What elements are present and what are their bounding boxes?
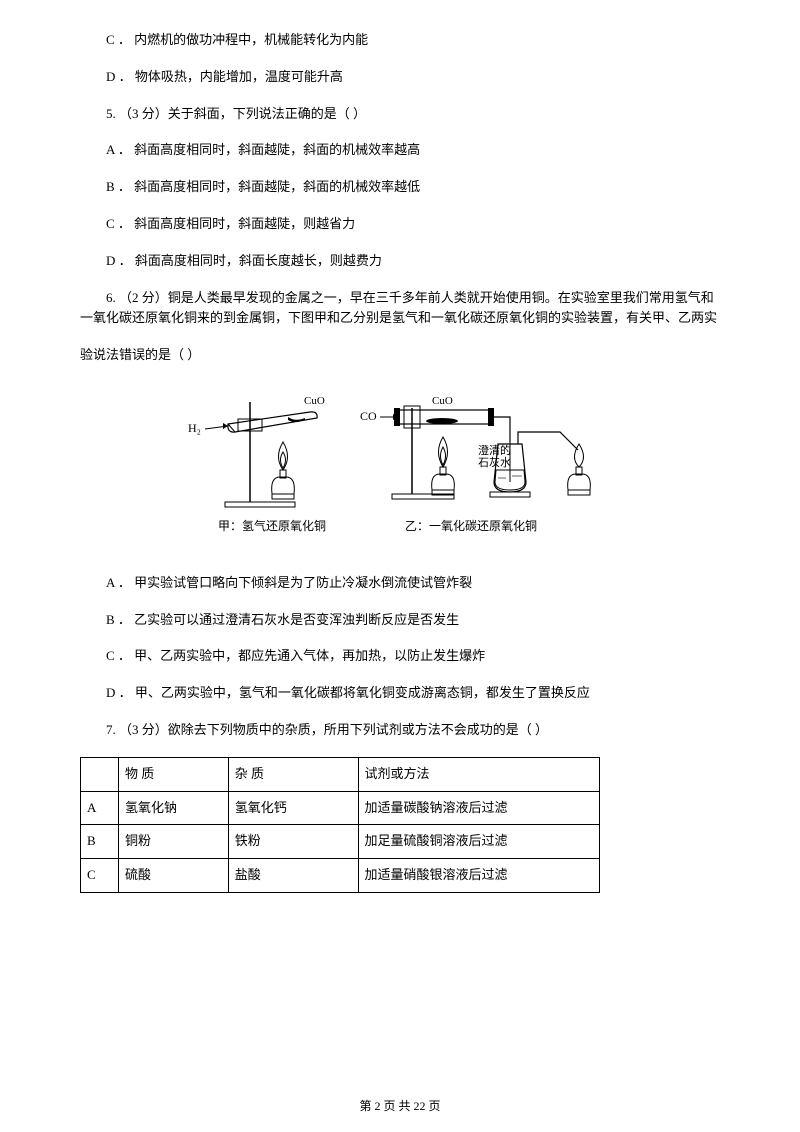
q4-option-d: D ． 物体吸热，内能增加，温度可能升高 xyxy=(80,67,720,88)
right-apparatus: CO CuO 澄清的 石灰水 xyxy=(360,395,590,499)
q7-table: 物 质 杂 质 试剂或方法 A 氢氧化钠 氢氧化钙 加适量碳酸钠溶液后过滤 B … xyxy=(80,757,600,893)
cell-rowlabel: C xyxy=(81,859,119,893)
cell-impurity: 盐酸 xyxy=(228,859,358,893)
label-cuo-1: CuO xyxy=(304,395,325,407)
test-tube-left xyxy=(228,412,317,432)
table-row: B 铜粉 铁粉 加足量硫酸铜溶液后过滤 xyxy=(81,825,600,859)
label-co: CO xyxy=(360,409,377,423)
cell-impurity: 氢氧化钙 xyxy=(228,791,358,825)
label-h2: H₂ xyxy=(188,421,201,435)
caption-right: 乙：一氧化碳还原氧化铜 xyxy=(405,518,537,533)
cell-substance: 氢氧化钠 xyxy=(118,791,228,825)
cell-impurity: 铁粉 xyxy=(228,825,358,859)
q5-option-d: D ． 斜面高度相同时，斜面长度越长，则越费力 xyxy=(80,251,720,272)
q5-option-a: A ． 斜面高度相同时，斜面越陡，斜面的机械效率越高 xyxy=(80,140,720,161)
q5-option-b: B ． 斜面高度相同时，斜面越陡，斜面的机械效率越低 xyxy=(80,177,720,198)
q4-option-c: C ． 内燃机的做功冲程中，机械能转化为内能 xyxy=(80,30,720,51)
th-substance: 物 质 xyxy=(118,757,228,791)
cell-substance: 硫酸 xyxy=(118,859,228,893)
experiment-diagram: H₂ CuO 甲：氢气还原氧化铜 CO CuO xyxy=(80,382,720,559)
th-blank xyxy=(81,757,119,791)
q6-stem-line1: 6. （2 分）铜是人类最早发现的金属之一，早在三千多年前人类就开始使用铜。在实… xyxy=(80,288,720,309)
page-footer: 第 2 页 共 22 页 xyxy=(0,1097,800,1116)
table-row: C 硫酸 盐酸 加适量硝酸银溶液后过滤 xyxy=(81,859,600,893)
label-lime2: 石灰水 xyxy=(478,455,511,469)
q6-option-d: D ． 甲、乙两实验中，氢气和一氧化碳都将氧化铜变成游离态铜，都发生了置换反应 xyxy=(80,683,720,704)
label-lime1: 澄清的 xyxy=(478,443,511,457)
q5-option-c: C ． 斜面高度相同时，斜面越陡，则越省力 xyxy=(80,214,720,235)
q6-option-b: B ． 乙实验可以通过澄清石灰水是否变浑浊判断反应是否发生 xyxy=(80,610,720,631)
cell-method: 加适量硝酸银溶液后过滤 xyxy=(358,859,600,893)
label-cuo-2: CuO xyxy=(432,395,453,407)
q6-option-c: C ． 甲、乙两实验中，都应先通入气体，再加热，以防止发生爆炸 xyxy=(80,646,720,667)
cell-method: 加适量碳酸钠溶液后过滤 xyxy=(358,791,600,825)
q6-stem-line3: 验说法错误的是（ ） xyxy=(80,345,720,366)
cell-method: 加足量硫酸铜溶液后过滤 xyxy=(358,825,600,859)
alcohol-lamp-left xyxy=(272,442,295,499)
diagram-svg: H₂ CuO 甲：氢气还原氧化铜 CO CuO xyxy=(180,382,620,552)
caption-left: 甲：氢气还原氧化铜 xyxy=(218,518,326,533)
th-impurity: 杂 质 xyxy=(228,757,358,791)
table-row: A 氢氧化钠 氢氧化钙 加适量碳酸钠溶液后过滤 xyxy=(81,791,600,825)
cell-substance: 铜粉 xyxy=(118,825,228,859)
cell-rowlabel: A xyxy=(81,791,119,825)
q7-stem: 7. （3 分）欲除去下列物质中的杂质，所用下列试剂或方法不会成功的是（ ） xyxy=(80,720,720,741)
th-method: 试剂或方法 xyxy=(358,757,600,791)
q5-stem: 5. （3 分）关于斜面，下列说法正确的是（ ） xyxy=(80,104,720,125)
table-row: 物 质 杂 质 试剂或方法 xyxy=(81,757,600,791)
q6-stem-line2: 一氧化碳还原氧化铜来的到金属铜，下图甲和乙分别是氢气和一氧化碳还原氧化铜的实验装… xyxy=(80,308,720,329)
cell-rowlabel: B xyxy=(81,825,119,859)
q6-option-a: A ． 甲实验试管口略向下倾斜是为了防止冷凝水倒流使试管炸裂 xyxy=(80,573,720,594)
